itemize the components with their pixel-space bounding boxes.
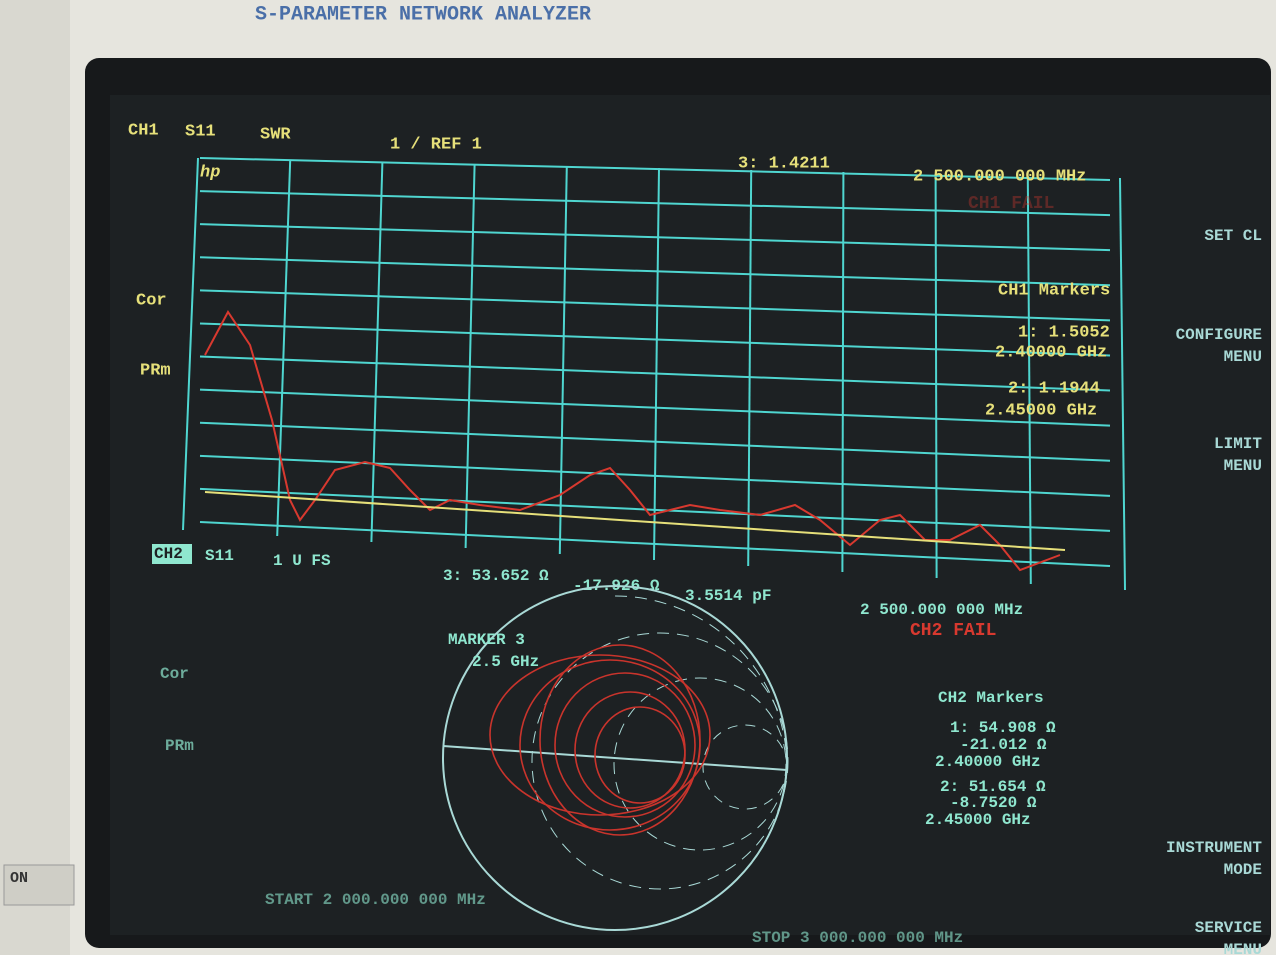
grid-line (199, 421, 1111, 462)
ch2-marker-value: -8.7520 Ω (950, 794, 1037, 812)
smith-arc (614, 769, 788, 931)
ch2-marker-readout: 3.5514 pF (685, 587, 771, 605)
ch1-markers-title: CH1 Markers (998, 281, 1110, 300)
ch2-frequency: 2 500.000 000 MHz (860, 601, 1023, 619)
ch1-marker-value: 1: 1.5052 (1018, 323, 1110, 342)
ch2-markers-title: CH2 Markers (938, 689, 1044, 707)
softkey-label[interactable]: MENU (1224, 457, 1262, 475)
ch1-marker-freq: 2.40000 GHz (995, 343, 1107, 362)
grid-line (1119, 177, 1126, 591)
smith-circle (613, 677, 787, 851)
ch1-limit-line (204, 491, 1066, 551)
ch2-param: S11 (205, 547, 234, 565)
softkey-label[interactable]: SERVICE (1195, 919, 1262, 937)
stop-frequency: STOP 3 000.000 000 MHz (752, 929, 963, 947)
grid-line (370, 161, 384, 543)
smith-axis (442, 745, 788, 771)
ch1-status: CH1 FAIL (968, 194, 1054, 214)
softkey-label[interactable]: MENU (1224, 348, 1262, 366)
grid-line (558, 165, 568, 555)
softkey-label[interactable]: MODE (1224, 861, 1262, 879)
softkey-label[interactable]: SET CL (1204, 227, 1262, 245)
screen-face (110, 95, 1270, 935)
ch1-scale: 1 / REF 1 (390, 135, 482, 154)
ch1-label: CH1 (128, 121, 159, 140)
grid-line (1026, 175, 1032, 585)
ch2-marker-freq: 2.40000 GHz (935, 753, 1041, 771)
grid-line (199, 157, 1111, 181)
grid-line (199, 256, 1111, 287)
ch1-marker-readout: 3: 1.4211 (738, 154, 830, 173)
power-button[interactable] (3, 864, 75, 906)
grid-line (464, 163, 476, 549)
grid-line (182, 157, 199, 531)
ch2-marker-value: 2: 51.654 Ω (940, 778, 1046, 796)
ch1-marker-value: 2: 1.1944 (1008, 379, 1100, 398)
ch1-flag: Cor (136, 291, 167, 310)
ch1-marker-freq: 2.45000 GHz (985, 401, 1097, 420)
ch2-label-box (152, 544, 192, 564)
smith-outer (442, 585, 788, 931)
grid-line (199, 355, 1111, 392)
softkeys: SET CL CONFIGURE MENU LIMIT MENU INSTRUMENT MO… (1166, 227, 1262, 955)
ch1-graticule (182, 157, 1126, 591)
hp-logo: hp (200, 163, 220, 182)
ch2-marker-readout: 3: 53.652 Ω (443, 567, 549, 585)
softkey-label[interactable]: LIMIT (1214, 435, 1262, 453)
ch2-marker-freq: 2.45000 GHz (925, 811, 1031, 829)
softkey-label[interactable]: INSTRUMENT (1166, 839, 1262, 857)
grid-line (653, 167, 660, 561)
bezel-left (0, 0, 70, 955)
ch2-flag: PRm (165, 737, 194, 755)
ch2-marker-note: 2.5 GHz (472, 653, 539, 671)
ch2-marker-note: MARKER 3 (448, 631, 525, 649)
ch1-format: SWR (260, 125, 291, 144)
smith-circle (531, 632, 789, 890)
ch2-flag: Cor (160, 665, 189, 683)
grid-line (276, 159, 292, 537)
ch2-scale: 1 U FS (273, 552, 331, 570)
smith-chart (442, 585, 789, 931)
grid-line (199, 223, 1111, 252)
ch2-marker-value: -21.012 Ω (960, 736, 1047, 754)
grid-line (199, 190, 1111, 217)
ch1-frequency: 2 500.000 000 MHz (913, 167, 1086, 186)
softkey-label[interactable]: CONFIGURE (1176, 326, 1262, 344)
grid-line (199, 521, 1111, 567)
grid-line (199, 289, 1111, 322)
ch2-status: CH2 FAIL (910, 621, 996, 641)
grid-line (199, 487, 1111, 532)
ch2-marker-value: 1: 54.908 Ω (950, 719, 1056, 737)
grid-line (199, 322, 1111, 357)
ch1-trace (204, 310, 1061, 572)
power-label: ON (10, 870, 28, 887)
grid-line (199, 388, 1111, 427)
instrument-title: S-PARAMETER NETWORK ANALYZER (255, 3, 591, 26)
softkey-label[interactable]: MENU (1224, 941, 1262, 955)
grid-line (747, 169, 753, 567)
ch2-label: CH2 (154, 545, 183, 563)
grid-line (199, 454, 1111, 497)
grid-line (934, 173, 938, 579)
ch1-flag: PRm (140, 361, 171, 380)
grid-line (841, 171, 845, 573)
start-frequency: START 2 000.000 000 MHz (265, 891, 486, 909)
ch2-trace (489, 644, 711, 836)
ch1-param: S11 (185, 122, 216, 141)
